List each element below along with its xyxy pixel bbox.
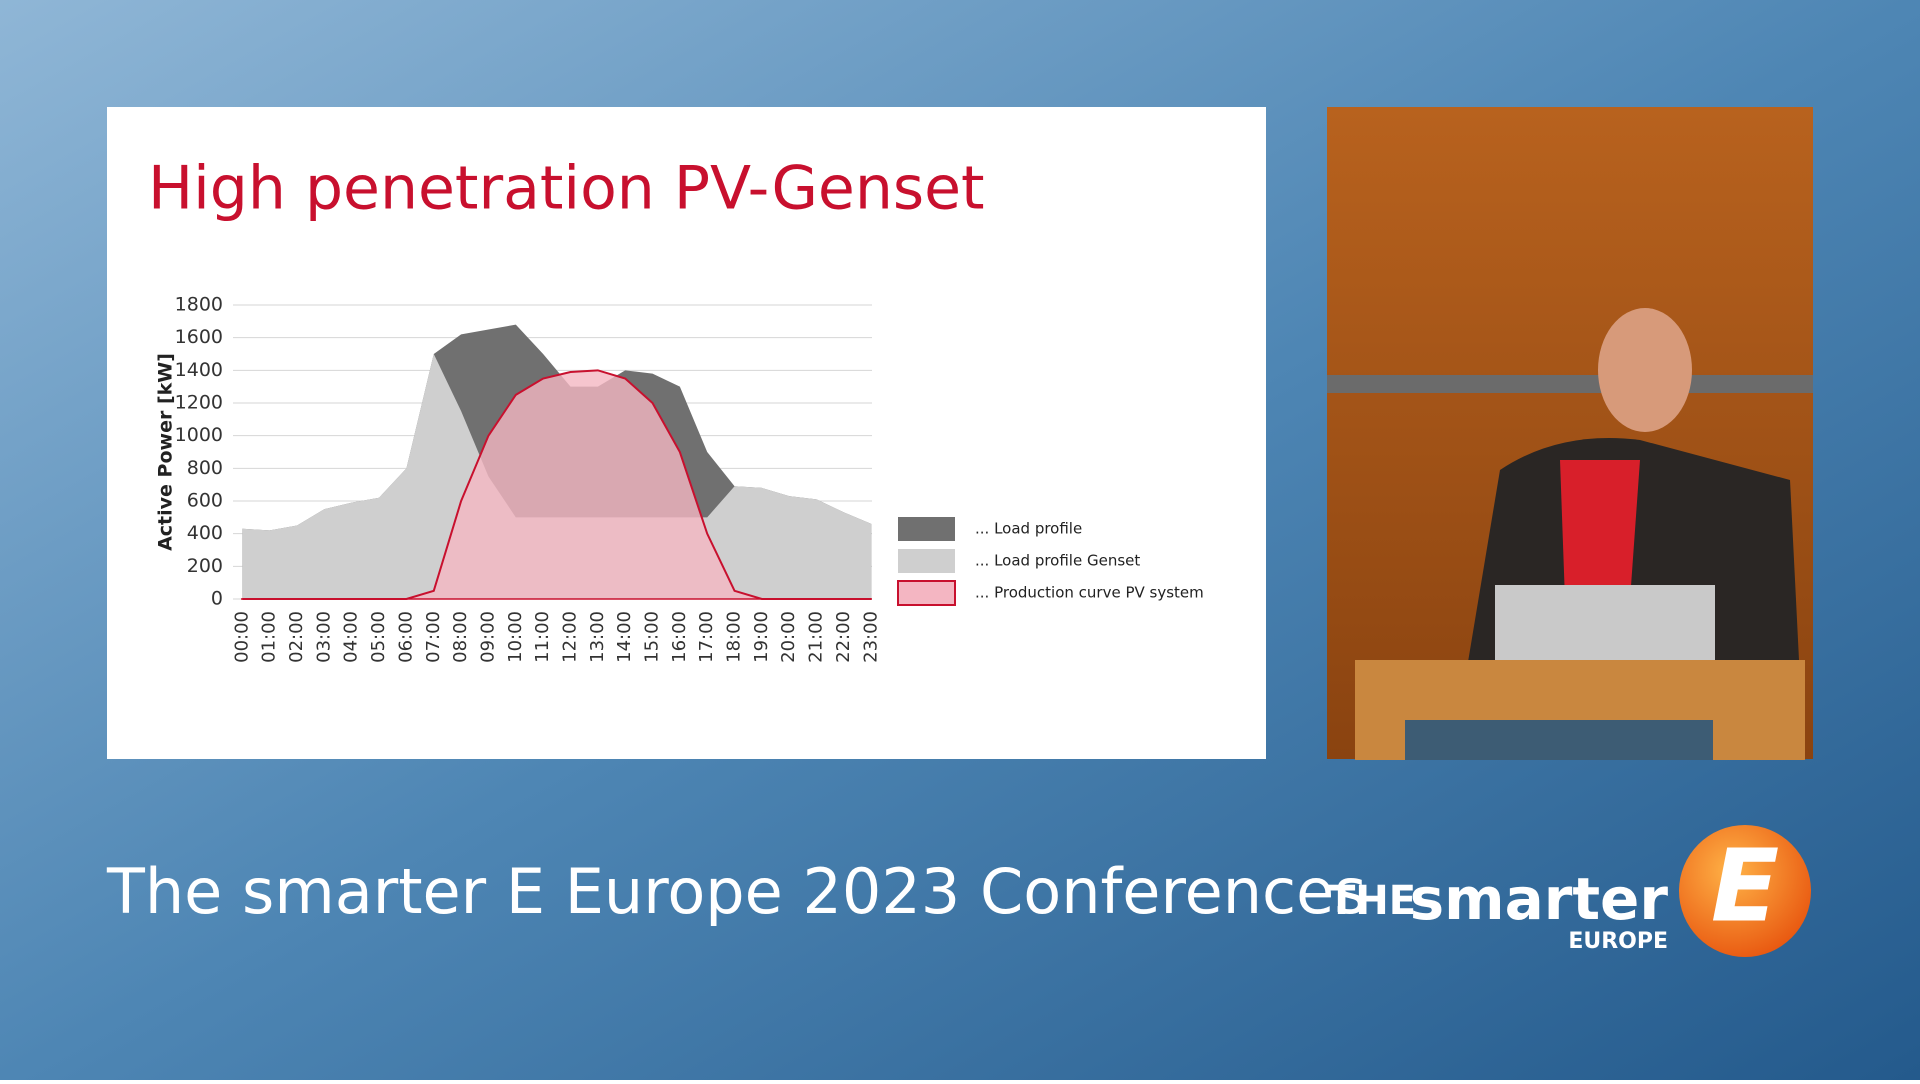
y-tick-label: 1000 <box>175 424 223 446</box>
slide-title: High penetration PV-Genset <box>148 154 985 224</box>
y-tick-label: 600 <box>187 490 223 512</box>
x-tick-label: 02:00 <box>286 611 307 663</box>
y-tick-label: 0 <box>211 588 223 610</box>
y-tick-label: 1800 <box>175 294 223 316</box>
x-tick-label: 06:00 <box>395 611 416 663</box>
area <box>242 370 872 599</box>
x-tick-label: 13:00 <box>587 611 608 663</box>
x-tick-label: 10:00 <box>505 611 526 663</box>
wall-stripe <box>1327 375 1813 393</box>
speaker-head <box>1598 308 1692 432</box>
logo-letter: E <box>1711 827 1779 944</box>
x-tick-label: 08:00 <box>450 611 471 663</box>
legend-swatch <box>898 517 955 541</box>
x-tick-label: 12:00 <box>559 611 580 663</box>
y-tick-label: 400 <box>187 522 223 544</box>
y-tick-label: 800 <box>187 457 223 479</box>
x-tick-label: 05:00 <box>368 611 389 663</box>
legend-label: ... Load profile Genset <box>975 552 1140 570</box>
x-tick-label: 14:00 <box>614 611 635 663</box>
x-tick-label: 04:00 <box>341 611 362 663</box>
x-tick-label: 22:00 <box>833 611 854 663</box>
y-tick-label: 1400 <box>175 359 223 381</box>
x-tick-label: 03:00 <box>313 611 334 663</box>
x-tick-label: 11:00 <box>532 611 553 663</box>
logo-the: THE <box>1328 878 1416 924</box>
logo-orb <box>1679 825 1811 957</box>
footer-title: The smarter E Europe 2023 Conferences <box>106 855 1367 928</box>
legend-label: ... Load profile <box>975 520 1082 538</box>
chart: 0 200 400 600 800 1000 1200 1400 1600 1800 Active … <box>155 294 1204 663</box>
x-tick-label: 09:00 <box>477 611 498 663</box>
x-tick-label: 01:00 <box>259 611 280 663</box>
lectern-panel <box>1405 720 1713 760</box>
x-tick-label: 23:00 <box>860 611 881 663</box>
x-tick-label: 18:00 <box>724 611 745 663</box>
logo-smarter: smarter <box>1410 865 1669 933</box>
legend-swatch <box>898 549 955 573</box>
legend-swatch <box>897 580 956 606</box>
logo-europe: EUROPE <box>1568 929 1668 954</box>
x-tick-label: 15:00 <box>642 611 663 663</box>
x-tick-label: 21:00 <box>806 611 827 663</box>
x-tick-label: 17:00 <box>696 611 717 663</box>
x-tick-label: 16:00 <box>669 611 690 663</box>
y-tick-label: 1600 <box>175 326 223 348</box>
y-axis-label: Active Power [kW] <box>155 353 177 551</box>
area <box>242 354 872 599</box>
legend-label: ... Production curve PV system <box>975 584 1204 602</box>
x-tick-label: 20:00 <box>778 611 799 663</box>
y-tick-label: 200 <box>187 555 223 577</box>
speaker-video <box>1327 107 1813 760</box>
x-tick-label: 07:00 <box>423 611 444 663</box>
x-tick-label: 19:00 <box>751 611 772 663</box>
x-tick-label: 00:00 <box>231 611 252 663</box>
y-tick-label: 1200 <box>175 392 223 414</box>
shirt <box>1560 460 1640 600</box>
